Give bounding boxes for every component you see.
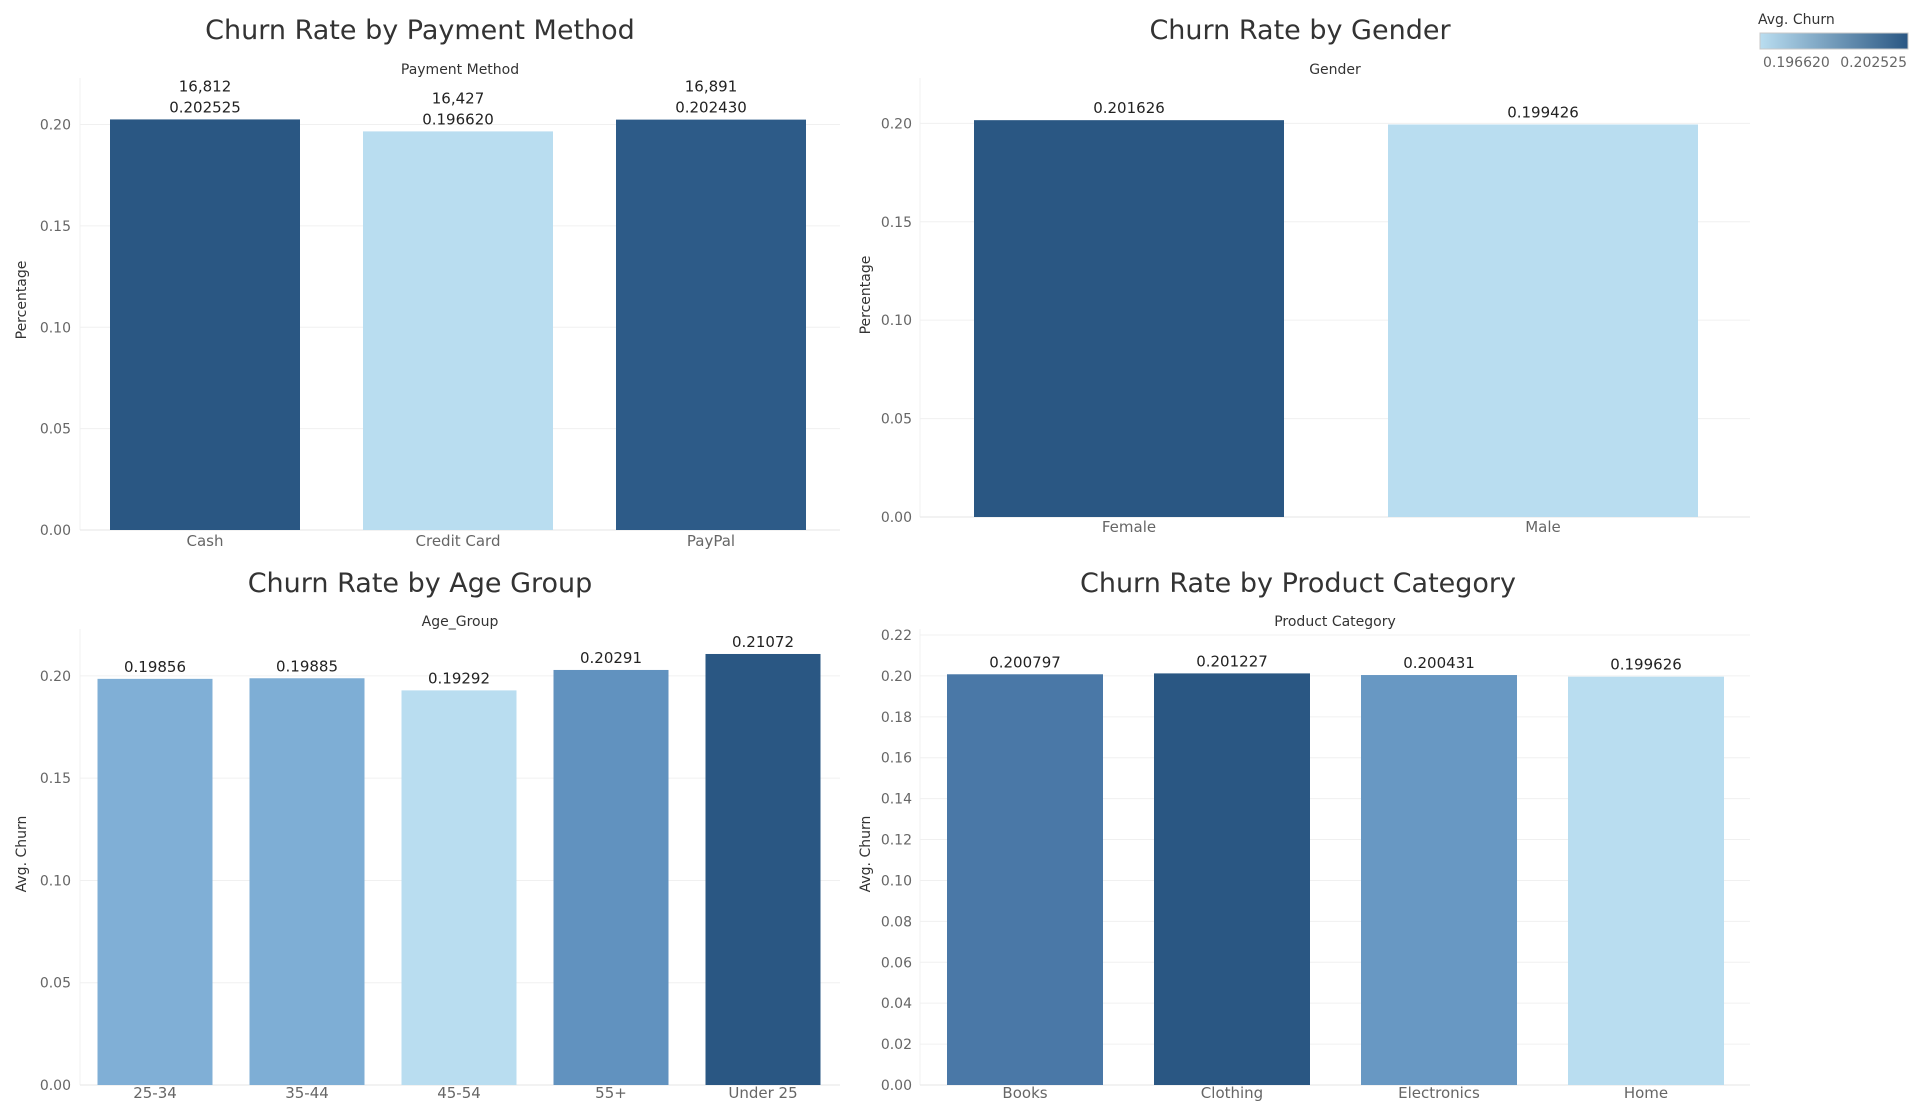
- y-tick-label: 0.20: [881, 669, 912, 685]
- y-tick-label: 0.10: [881, 873, 912, 889]
- bar-25-34[interactable]: [97, 678, 213, 1085]
- bar-paypal[interactable]: [616, 119, 806, 531]
- data-label: 0.19856: [124, 658, 186, 676]
- chart-payment-method: Churn Rate by Payment Method Payment Meth…: [14, 15, 840, 550]
- x-tick-label: Home: [1624, 1084, 1668, 1102]
- bar-35-44[interactable]: [249, 678, 365, 1085]
- y-tick-label: 0.16: [881, 751, 912, 767]
- y-axis-label: Avg. Churn: [14, 816, 30, 893]
- data-label: 0.201626: [1093, 99, 1165, 117]
- y-tick-label: 0.10: [40, 873, 71, 889]
- bar-credit-card[interactable]: [363, 131, 553, 530]
- data-label: 0.200797: [989, 653, 1061, 671]
- data-label: 0.19292: [428, 669, 490, 687]
- x-axis-label: Gender: [1309, 62, 1361, 78]
- data-label: 0.199626: [1610, 656, 1682, 674]
- x-tick-label: Electronics: [1398, 1084, 1480, 1102]
- bar-55[interactable]: [553, 669, 669, 1085]
- bar-books[interactable]: [947, 674, 1103, 1085]
- chart-title: Churn Rate by Age Group: [248, 568, 593, 599]
- chart-age-group: Churn Rate by Age Group Age_Group Avg. Chu…: [14, 568, 840, 1102]
- legend-max-label: 0.202525: [1840, 55, 1907, 71]
- y-tick-label: 0.00: [40, 1078, 71, 1094]
- chart-title: Churn Rate by Payment Method: [205, 15, 635, 46]
- y-tick-label: 0.15: [40, 219, 71, 235]
- x-tick-label: 25-34: [133, 1084, 177, 1102]
- data-label: 0.199426: [1507, 103, 1579, 121]
- chart-product-category: Churn Rate by Product Category Product Ca…: [858, 568, 1750, 1102]
- x-tick-label: Female: [1102, 518, 1156, 536]
- data-label: 16,812: [179, 77, 232, 95]
- chart-title: Churn Rate by Gender: [1149, 15, 1451, 46]
- y-tick-label: 0.14: [881, 792, 912, 808]
- x-axis-label: Payment Method: [401, 62, 519, 78]
- data-label: 0.19885: [276, 657, 338, 675]
- data-label: 16,891: [685, 78, 738, 96]
- chart-gender: Churn Rate by Gender Gender Percentage 0.00…: [858, 15, 1750, 536]
- bar-male[interactable]: [1388, 124, 1698, 517]
- x-tick-label: Male: [1525, 518, 1561, 536]
- y-tick-label: 0.04: [881, 996, 912, 1012]
- y-tick-label: 0.15: [881, 215, 912, 231]
- color-legend: Avg. Churn 0.196620 0.202525: [1758, 12, 1909, 71]
- data-label: 0.21072: [732, 633, 794, 651]
- y-tick-label: 0.06: [881, 955, 912, 971]
- data-label: 16,427: [432, 89, 485, 107]
- y-tick-label: 0.05: [881, 412, 912, 428]
- y-tick-label: 0.05: [40, 422, 71, 438]
- legend-min-label: 0.196620: [1763, 55, 1830, 71]
- bar-45-54[interactable]: [401, 690, 517, 1085]
- legend-title: Avg. Churn: [1758, 12, 1835, 28]
- bar-under-25[interactable]: [705, 653, 821, 1085]
- bar-electronics[interactable]: [1361, 675, 1517, 1085]
- y-tick-label: 0.20: [881, 116, 912, 132]
- y-tick-label: 0.20: [40, 669, 71, 685]
- data-label: 0.20291: [580, 649, 642, 667]
- chart-title: Churn Rate by Product Category: [1080, 568, 1516, 599]
- x-tick-label: 35-44: [285, 1084, 329, 1102]
- x-tick-label: Cash: [187, 532, 224, 550]
- y-tick-label: 0.02: [881, 1037, 912, 1053]
- data-label: 0.196620: [422, 110, 494, 128]
- y-tick-label: 0.00: [881, 510, 912, 526]
- y-tick-label: 0.12: [881, 833, 912, 849]
- y-axis-label: Avg. Churn: [858, 816, 874, 893]
- x-tick-label: Credit Card: [416, 532, 501, 550]
- y-tick-label: 0.20: [40, 118, 71, 134]
- x-axis-label: Age_Group: [422, 614, 499, 630]
- y-tick-label: 0.00: [881, 1078, 912, 1094]
- x-tick-label: Under 25: [728, 1084, 797, 1102]
- bar-clothing[interactable]: [1154, 673, 1310, 1085]
- data-label: 0.201227: [1196, 652, 1268, 670]
- bar-home[interactable]: [1568, 676, 1724, 1085]
- y-axis-label: Percentage: [14, 261, 30, 340]
- y-tick-label: 0.18: [881, 710, 912, 726]
- y-axis-label: Percentage: [858, 256, 874, 335]
- y-tick-label: 0.22: [881, 628, 912, 644]
- y-tick-label: 0.05: [40, 976, 71, 992]
- data-label: 0.202525: [169, 98, 241, 116]
- x-tick-label: 45-54: [437, 1084, 481, 1102]
- x-tick-label: PayPal: [687, 532, 735, 550]
- bar-cash[interactable]: [110, 119, 300, 531]
- data-label: 0.202430: [675, 99, 747, 117]
- x-tick-label: Books: [1002, 1084, 1047, 1102]
- y-tick-label: 0.10: [881, 313, 912, 329]
- x-tick-label: Clothing: [1201, 1084, 1263, 1102]
- y-tick-label: 0.15: [40, 771, 71, 787]
- legend-gradient-bar: [1759, 32, 1909, 50]
- x-tick-label: 55+: [595, 1084, 627, 1102]
- y-tick-label: 0.10: [40, 320, 71, 336]
- y-tick-label: 0.00: [40, 523, 71, 539]
- x-axis-label: Product Category: [1274, 614, 1396, 630]
- data-label: 0.200431: [1403, 654, 1475, 672]
- y-tick-label: 0.08: [881, 914, 912, 930]
- bar-female[interactable]: [974, 120, 1284, 517]
